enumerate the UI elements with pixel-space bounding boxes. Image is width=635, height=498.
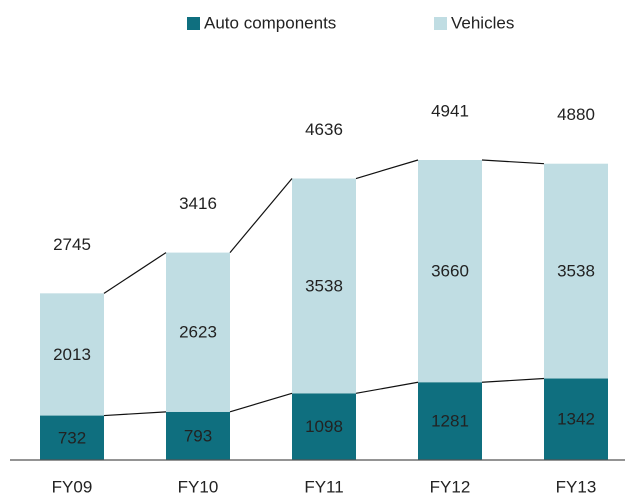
value-label: 3538 [557, 262, 595, 281]
segment-connector [103, 411, 167, 417]
legend-swatch [187, 17, 200, 30]
bar-segment [418, 382, 482, 460]
total-connector [481, 159, 545, 165]
value-label: 2013 [53, 345, 91, 364]
legend-label: Auto components [204, 13, 336, 32]
bar-segment [40, 415, 104, 460]
x-tick-label: FY13 [556, 477, 597, 496]
value-label: 732 [58, 428, 86, 447]
bar-segment [544, 378, 608, 460]
total-label: 2745 [53, 235, 91, 254]
bar-segment [544, 163, 608, 379]
segment-connector [481, 377, 545, 383]
segment-connector [229, 392, 293, 413]
total-connector [229, 178, 293, 253]
total-label: 4880 [557, 105, 595, 124]
legend-swatch [434, 17, 447, 30]
bar-segment [292, 393, 356, 460]
x-tick-label: FY10 [178, 477, 219, 496]
value-label: 1342 [557, 410, 595, 429]
value-label: 1281 [431, 412, 469, 431]
total-label: 4941 [431, 101, 469, 120]
value-label: 793 [184, 426, 212, 445]
total-label: 3416 [179, 194, 217, 213]
value-label: 3660 [431, 262, 469, 281]
total-connector [355, 159, 419, 180]
bar-segment [166, 252, 230, 412]
value-label: 2623 [179, 323, 217, 342]
x-tick-label: FY09 [52, 477, 93, 496]
legend-label: Vehicles [451, 13, 514, 32]
value-label: 1098 [305, 417, 343, 436]
segment-connector [355, 381, 419, 394]
total-connector [103, 252, 167, 294]
x-tick-label: FY12 [430, 477, 471, 496]
bar-segment [418, 160, 482, 383]
total-label: 4636 [305, 120, 343, 139]
bar-segment [166, 411, 230, 460]
bar-segment [40, 293, 104, 416]
x-tick-label: FY11 [304, 477, 343, 496]
bar-segment [292, 178, 356, 394]
value-label: 3538 [305, 276, 343, 295]
